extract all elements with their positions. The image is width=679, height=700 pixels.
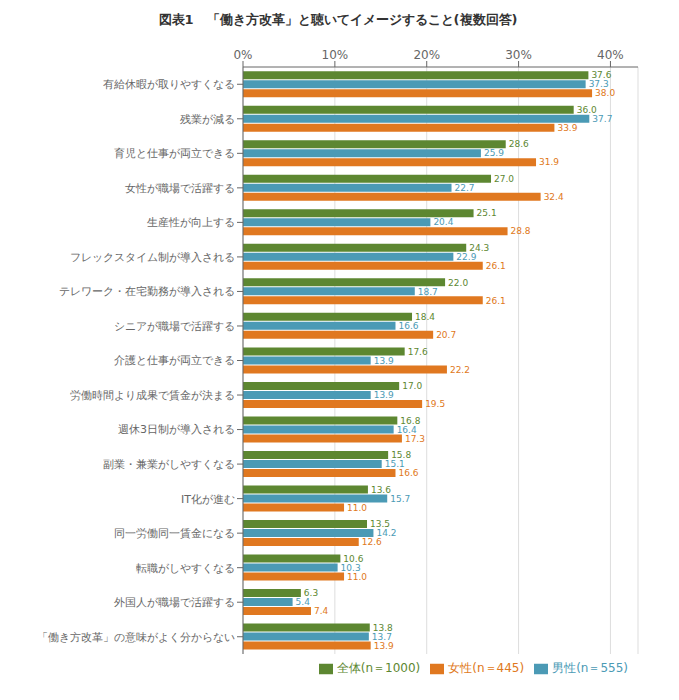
svg-text:27.0: 27.0 [494, 174, 514, 184]
svg-text:IT化が進む: IT化が進む [181, 493, 235, 506]
svg-text:残業が減る: 残業が減る [180, 113, 235, 126]
svg-text:6.3: 6.3 [303, 588, 319, 599]
svg-text:26.1: 26.1 [486, 296, 506, 306]
svg-text:37.7: 37.7 [592, 114, 612, 124]
svg-text:22.7: 22.7 [455, 183, 475, 193]
svg-text:10.6: 10.6 [343, 553, 364, 564]
svg-text:週休3日制が導入される: 週休3日制が導入される [118, 423, 235, 436]
svg-text:22.2: 22.2 [450, 365, 470, 375]
svg-text:20.7: 20.7 [436, 330, 456, 340]
svg-text:テレワーク・在宅勤務が導入される: テレワーク・在宅勤務が導入される [59, 285, 235, 298]
html-text:全体(n＝1000): 全体(n＝1000) [336, 661, 421, 675]
svg-text:シニアが職場で活躍する: シニアが職場で活躍する [114, 320, 235, 333]
svg-text:16.6: 16.6 [398, 321, 418, 331]
svg-text:15.7: 15.7 [390, 494, 410, 504]
svg-text:14.2: 14.2 [376, 528, 397, 539]
svg-text:生産性が向上する: 生産性が向上する [147, 216, 235, 229]
svg-text:有給休暇が取りやすくなる: 有給休暇が取りやすくなる [103, 78, 235, 91]
svg-text:22.0: 22.0 [448, 278, 468, 288]
svg-text:同一労働同一賃金になる: 同一労働同一賃金になる [114, 527, 235, 540]
html-text:男性(n＝555): 男性(n＝555) [552, 661, 628, 675]
svg-text:副業・兼業がしやすくなる: 副業・兼業がしやすくなる [103, 458, 235, 471]
svg-text:18.4: 18.4 [415, 312, 436, 322]
svg-text:11.0: 11.0 [347, 572, 367, 582]
svg-text:15.8: 15.8 [391, 450, 412, 461]
svg-text:介護と仕事が両立できる: 介護と仕事が両立できる [114, 354, 235, 367]
svg-text:転職がしやすくなる: 転職がしやすくなる [136, 562, 235, 575]
svg-text:17.3: 17.3 [405, 434, 425, 444]
svg-text:24.3: 24.3 [469, 243, 490, 253]
svg-text:31.9: 31.9 [539, 157, 559, 167]
svg-text:5.4: 5.4 [296, 597, 311, 607]
html-text:女性(n＝445): 女性(n＝445) [448, 661, 525, 675]
svg-text:37.6: 37.6 [591, 70, 612, 81]
svg-text:0%: 0% [233, 48, 252, 62]
svg-text:22.9: 22.9 [456, 252, 476, 262]
svg-text:12.6: 12.6 [362, 537, 382, 547]
svg-text:10.3: 10.3 [340, 562, 361, 573]
svg-text:16.8: 16.8 [400, 415, 421, 426]
svg-text:外国人が職場で活躍する: 外国人が職場で活躍する [114, 596, 235, 609]
svg-text:13.9: 13.9 [374, 390, 394, 400]
svg-text:13.9: 13.9 [374, 356, 394, 366]
svg-text:15.1: 15.1 [384, 459, 405, 470]
svg-text:30%: 30% [505, 48, 532, 62]
svg-text:10%: 10% [322, 48, 349, 62]
svg-text:育児と仕事が両立できる: 育児と仕事が両立できる [114, 147, 235, 160]
svg-text:38.0: 38.0 [595, 88, 615, 98]
svg-text:7.4: 7.4 [314, 606, 329, 616]
svg-text:17.0: 17.0 [402, 381, 422, 391]
svg-text:33.9: 33.9 [557, 123, 577, 133]
html-text:図表1 「働き方改革」と聴いてイメージすること(複数回答): 図表1 「働き方改革」と聴いてイメージすること(複数回答) [158, 12, 518, 27]
svg-text:13.6: 13.6 [371, 485, 391, 495]
svg-text:20.4: 20.4 [433, 217, 453, 227]
svg-text:13.8: 13.8 [372, 622, 393, 633]
svg-text:「働き方改革」の意味がよく分からない: 「働き方改革」の意味がよく分からない [37, 631, 235, 644]
svg-text:19.5: 19.5 [425, 399, 445, 409]
svg-text:25.1: 25.1 [477, 208, 497, 218]
svg-text:労働時間より成果で賃金が決まる: 労働時間より成果で賃金が決まる [70, 389, 235, 402]
svg-text:17.6: 17.6 [408, 347, 428, 357]
svg-text:36.0: 36.0 [576, 104, 597, 115]
svg-text:フレックスタイム制が導入される: フレックスタイム制が導入される [70, 251, 235, 264]
svg-text:18.7: 18.7 [418, 287, 438, 297]
svg-text:28.6: 28.6 [509, 139, 529, 149]
svg-text:13.5: 13.5 [370, 519, 391, 530]
svg-text:26.1: 26.1 [486, 261, 506, 271]
svg-text:11.0: 11.0 [347, 503, 367, 513]
svg-text:16.6: 16.6 [398, 468, 418, 478]
svg-text:女性が職場で活躍する: 女性が職場で活躍する [125, 182, 235, 195]
svg-text:25.9: 25.9 [484, 148, 504, 158]
svg-text:13.7: 13.7 [371, 631, 392, 642]
svg-text:37.3: 37.3 [588, 79, 609, 90]
svg-text:16.4: 16.4 [396, 424, 417, 435]
svg-text:13.9: 13.9 [374, 641, 394, 651]
svg-text:20%: 20% [413, 48, 440, 62]
svg-text:32.4: 32.4 [544, 192, 564, 202]
svg-text:40%: 40% [597, 48, 624, 62]
svg-text:28.8: 28.8 [511, 226, 531, 236]
